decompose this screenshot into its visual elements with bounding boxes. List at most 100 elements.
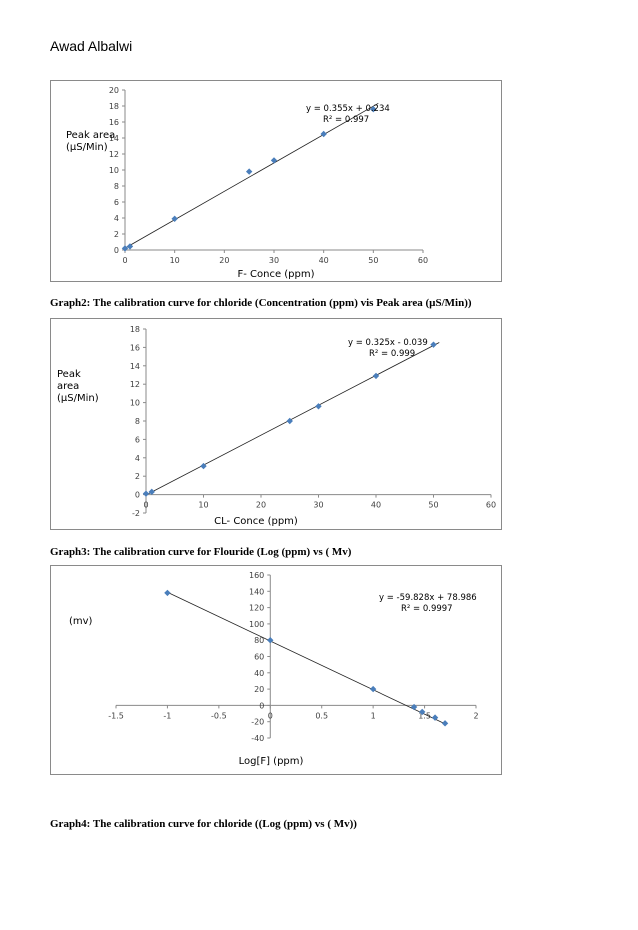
chart-2: 0 10 20 30 40 50 60 -2 0 2 4 6 8 10 12 14 16 18 y = 0.325x… [50,318,502,530]
y-axis-label: (µS/Min) [57,393,99,404]
data-point [315,403,322,410]
r-squared: R² = 0.9997 [401,604,453,614]
x-tick-label: 0 [122,256,127,265]
data-point [245,168,253,175]
x-tick-label: 60 [486,501,496,510]
y-tick-label: 2 [114,230,119,239]
data-point [126,243,134,250]
y-tick-label: 18 [109,102,119,111]
data-point [430,341,437,348]
chart-3-svg: -1.5 -1 -0.5 0 0.5 1 1.5 2 -40 -20 0 20 40 60 80 100 120… [69,571,479,767]
y-tick-label: 4 [135,454,140,463]
r-squared: R² = 0.997 [323,115,369,125]
x-axis-label: CL- Conce (ppm) [214,516,298,527]
y-tick-label: 18 [130,325,140,334]
r-squared: R² = 0.999 [369,349,415,359]
x-tick-label: 0 [143,501,148,510]
y-tick-label: 16 [130,343,140,352]
data-point [286,417,293,425]
trendline [167,591,447,725]
y-tick-label: -2 [132,509,140,518]
data-point [148,488,155,496]
y-tick-label: 0 [135,491,140,500]
x-tick-label: 10 [170,256,180,265]
y-tick-label: 6 [135,435,140,444]
y-tick-label: 80 [254,636,264,645]
y-tick-label: 2 [135,472,140,481]
y-tick-label: 60 [254,653,264,662]
y-axis-label: Peak area [66,130,115,141]
caption-graph4: Graph4: The calibration curve for chlori… [50,818,357,830]
data-point [142,490,150,497]
y-tick-label: 20 [109,86,119,95]
data-point [372,372,380,380]
caption-graph3: Graph3: The calibration curve for Flouri… [50,546,352,558]
chart-3: -1.5 -1 -0.5 0 0.5 1 1.5 2 -40 -20 0 20 40 60 80 100 120… [50,565,502,775]
y-tick-label: 0 [259,701,264,710]
x-tick-label: 1.5 [418,711,431,720]
y-tick-label: 140 [249,587,264,596]
data-point [410,703,418,711]
x-tick-label: 0 [268,711,273,720]
y-tick-label: 10 [109,166,119,175]
data-point [171,215,178,222]
y-axis-label: (µS/Min) [66,142,108,153]
x-tick-label: 40 [319,256,329,265]
data-point [441,720,449,727]
x-tick-label: 30 [313,501,323,510]
y-tick-label: 160 [249,571,264,580]
trendline-equation: y = -59.828x + 78.986 [379,593,477,603]
y-tick-label: 0 [114,246,119,255]
y-tick-label: 8 [135,417,140,426]
y-tick-label: 6 [114,198,119,207]
data-point [121,245,129,252]
trendline-equation: y = 0.325x - 0.039 [348,338,428,348]
y-axis-label: (mv) [69,616,93,627]
y-axis-label: area [57,381,79,392]
y-tick-label: 4 [114,214,119,223]
y-tick-label: 120 [249,604,264,613]
x-axis-label: F- Conce (ppm) [237,269,314,280]
y-tick-label: 100 [249,620,264,629]
y-tick-label: 40 [254,669,264,678]
data-point [369,685,377,693]
x-tick-label: -0.5 [211,711,227,720]
x-tick-label: 1 [371,711,376,720]
author-name: Awad Albalwi [50,38,133,54]
x-tick-label: -1 [163,711,171,720]
trendline [124,102,379,249]
y-tick-label: 20 [254,685,264,694]
y-tick-label: 8 [114,182,119,191]
caption-graph2: Graph2: The calibration curve for chlori… [50,297,472,309]
x-tick-label: 40 [371,501,381,510]
x-tick-label: 50 [428,501,438,510]
x-tick-label: 10 [198,501,208,510]
y-tick-label: 10 [130,399,140,408]
data-point [164,589,171,597]
trendline-equation: y = 0.355x + 0.234 [306,104,390,114]
x-tick-label: -1.5 [108,711,124,720]
x-tick-label: 60 [418,256,428,265]
data-point [200,462,207,470]
y-tick-label: 16 [109,118,119,127]
x-axis-label: Log[F] (ppm) [239,756,304,767]
x-tick-label: 0.5 [315,711,328,720]
chart-1-svg: 0 10 20 30 40 50 60 0 2 4 6 8 10 12 14 16 18 20 y = 0.355x… [66,86,428,280]
y-axis-label: Peak [57,369,81,380]
y-tick-label: -20 [251,718,264,727]
y-tick-label: 14 [109,134,119,143]
x-tick-label: 30 [269,256,279,265]
x-tick-label: 20 [219,256,229,265]
y-tick-label: 12 [130,380,140,389]
y-tick-label: 14 [130,362,140,371]
trendline [145,342,440,496]
y-tick-label: -40 [251,734,264,743]
data-point [270,157,278,164]
x-tick-label: 50 [368,256,378,265]
y-tick-label: 12 [109,150,119,159]
data-point [431,714,439,721]
x-tick-label: 20 [256,501,266,510]
chart-1: 0 10 20 30 40 50 60 0 2 4 6 8 10 12 14 16 18 20 y = 0.355x… [50,80,502,282]
x-tick-label: 2 [473,711,478,720]
